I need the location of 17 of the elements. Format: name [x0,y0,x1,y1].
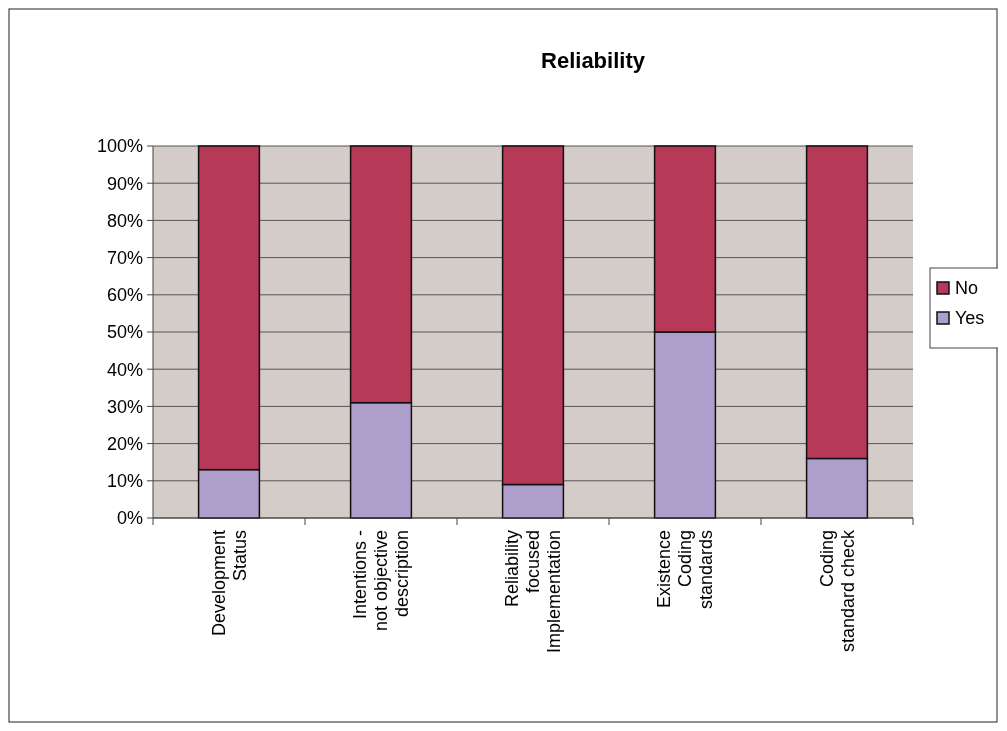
y-tick-label: 30% [106,396,143,417]
y-tick-label: 50% [106,322,143,343]
y-tick-label: 100% [96,136,143,157]
y-tick-label: 20% [106,433,143,454]
y-tick-label: 90% [106,173,143,194]
y-tick-label: 10% [106,471,143,492]
legend-label: No [955,278,979,299]
y-tick-label: 0% [116,508,143,529]
x-tick-label: Development Status [208,530,250,637]
chart-title: Reliability [541,48,646,73]
x-tick-label: Intentions - not objective description [350,530,413,632]
x-tick-label: Existence Coding standards [654,530,717,610]
legend-label: Yes [955,308,985,329]
y-tick-label: 40% [106,359,143,380]
y-tick-label: 70% [106,247,143,268]
y-tick-label: 80% [106,210,143,231]
y-tick-label: 60% [106,285,143,306]
